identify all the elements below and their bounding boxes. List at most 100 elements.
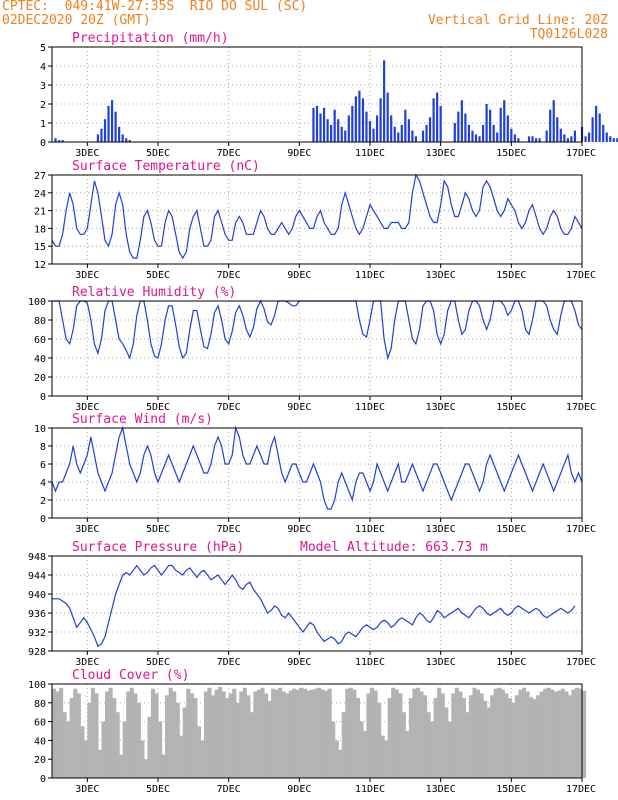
cloud-bar [430, 721, 435, 778]
cloud-bar [557, 690, 562, 778]
precip-bar [534, 138, 538, 142]
x-tick-label: 5DEC [146, 657, 170, 668]
precip-bar [549, 109, 552, 142]
precip-bar [319, 113, 322, 142]
cloud-bar [97, 749, 103, 778]
cloud-bar [546, 687, 551, 778]
precip-bar [439, 105, 442, 142]
plot-frame [51, 174, 583, 265]
precip-bar [489, 109, 492, 142]
cloud-bar [189, 693, 194, 778]
cloud-bar [529, 697, 534, 778]
cloud-bar [468, 695, 474, 778]
cloud-bar [228, 693, 233, 778]
cloud-bar [239, 691, 244, 778]
precip-bar [531, 136, 534, 142]
plot-frame [51, 427, 583, 519]
cloud-bar [105, 691, 110, 778]
precip-bar [474, 134, 478, 142]
cloud-bar [543, 688, 548, 778]
precip-title: Precipitation (mm/h) [72, 31, 229, 46]
cloud-bar [451, 693, 456, 778]
cloud-bar [514, 695, 519, 778]
cloud-bar [299, 687, 304, 778]
x-tick-label: 17DEC [566, 524, 596, 535]
cloud-bar [186, 688, 191, 778]
x-tick-label: 5DEC [146, 524, 170, 535]
precip-bar [404, 109, 407, 142]
precip-bar [347, 115, 350, 142]
y-tick-label: 40 [34, 736, 46, 747]
cloud-bar [172, 691, 177, 778]
cloud-bar [232, 688, 237, 778]
cloud-bar [90, 687, 95, 778]
x-tick-label: 13DEC [426, 148, 456, 159]
precip-bar [595, 105, 598, 142]
cloud-bar [165, 695, 170, 778]
cloud-bar [500, 689, 505, 778]
cloud-bar [126, 691, 131, 778]
precip-bar [436, 92, 439, 142]
cloud-bar [415, 687, 421, 778]
cloud-bar [179, 735, 184, 778]
rh-line [52, 299, 583, 361]
plot-frame [51, 46, 583, 143]
x-tick-label: 11DEC [355, 402, 385, 413]
x-tick-label: 17DEC [566, 657, 596, 668]
cloud-bar [525, 691, 530, 778]
cloud-bar [115, 712, 120, 778]
precip-bar [107, 105, 110, 142]
precip-bar [598, 113, 601, 142]
cloud-bar [256, 689, 262, 778]
precip-bar [485, 104, 488, 142]
x-tick-label: 5DEC [146, 784, 170, 795]
x-tick-label: 17DEC [566, 784, 596, 795]
cloud-bar [447, 721, 452, 778]
cloud-title: Cloud Cover (%) [72, 668, 189, 683]
cloud-bar [235, 702, 240, 778]
cloud-bar [175, 702, 180, 778]
cloud-bar [539, 691, 544, 778]
cloud-bar [391, 687, 396, 778]
cloud-bar [101, 721, 106, 778]
precip-bar [513, 134, 516, 142]
cloud-bar [158, 721, 163, 778]
cloud-bar [444, 707, 449, 778]
precip-bar [556, 117, 559, 142]
precip-panel: 0 1 2 3 4 5 3DEC 5DEC 7DEC 9DEC 11DEC 13DEC 15DEC 17D… [40, 31, 618, 159]
precip-bar [390, 115, 393, 142]
pressure-title: Surface Pressure (hPa) [72, 540, 244, 555]
precip-bar [110, 100, 114, 142]
x-tick-label: 3DEC [75, 148, 99, 159]
cloud-bar [147, 716, 152, 778]
y-tick-label: 80 [34, 699, 46, 710]
precip-bar [425, 124, 428, 142]
precip-bar [361, 98, 365, 142]
y-tick-label: 0 [40, 774, 46, 785]
cloud-bar [76, 693, 81, 778]
header-grid-note: Vertical Grid Line: 20Z [427, 13, 608, 28]
precip-bar [103, 119, 107, 142]
cloud-bar [553, 691, 558, 778]
cloud-bar [574, 687, 580, 778]
cloud-bar [334, 740, 339, 778]
x-tick-label: 15DEC [496, 784, 526, 795]
cloud-bar [532, 699, 537, 778]
x-tick-label: 13DEC [426, 524, 456, 535]
cloud-bar [387, 698, 392, 778]
precip-bar [559, 128, 562, 142]
x-tick-label: 9DEC [287, 148, 311, 159]
x-tick-label: 13DEC [426, 402, 456, 413]
cloud-bar [260, 687, 265, 778]
y-tick-label: 0 [40, 138, 46, 149]
cloud-bar [274, 689, 279, 778]
precip-bar [114, 111, 117, 142]
x-tick-label: 9DEC [287, 524, 311, 535]
y-tick-label: 0 [40, 392, 46, 403]
cloud-bar [359, 721, 364, 778]
x-tick-label: 17DEC [566, 402, 596, 413]
precip-bar [527, 136, 531, 142]
precip-bar [602, 124, 605, 142]
precip-bar [397, 132, 400, 142]
